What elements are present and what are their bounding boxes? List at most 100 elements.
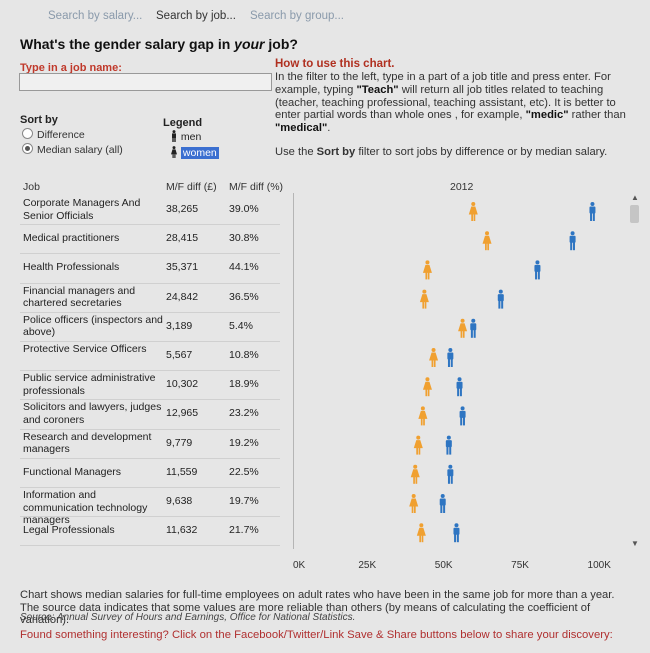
x-tick-label: 100K — [587, 560, 611, 571]
job-cell: Research and development managers — [23, 430, 152, 456]
women-marker[interactable] — [429, 348, 439, 367]
men-marker[interactable] — [589, 202, 596, 221]
men-marker[interactable] — [459, 406, 466, 426]
women-marker[interactable] — [468, 202, 478, 221]
diff-pct-cell: 10.8% — [229, 349, 259, 361]
row-divider — [20, 370, 280, 372]
row-divider — [20, 341, 280, 342]
men-marker[interactable] — [447, 464, 454, 484]
row-divider — [20, 282, 280, 284]
women-marker[interactable] — [409, 494, 419, 513]
women-marker[interactable] — [422, 377, 432, 397]
job-cell: Public service administrative profession… — [23, 372, 156, 397]
diff-gbp-cell: 5,567 — [166, 349, 193, 361]
x-tick-label: 50K — [434, 560, 453, 571]
women-marker[interactable] — [458, 318, 468, 338]
sort-option-median-salary[interactable]: Median salary (all) — [22, 143, 123, 156]
women-marker[interactable] — [419, 289, 429, 309]
job-cell: Protective Service Officers — [23, 343, 147, 355]
row-divider — [20, 516, 280, 518]
row-divider — [20, 487, 280, 488]
legend-women[interactable]: women — [170, 146, 219, 159]
men-marker[interactable] — [445, 435, 452, 455]
scroll-thumb[interactable] — [630, 205, 639, 223]
sort-by-title: Sort by — [20, 114, 58, 126]
women-marker[interactable] — [418, 406, 428, 426]
diff-gbp-cell: 12,965 — [166, 407, 199, 420]
scroll-up-icon[interactable]: ▲ — [631, 193, 639, 202]
men-marker[interactable] — [456, 377, 463, 397]
job-cell: Financial managers and chartered secreta… — [23, 284, 136, 310]
howto-p1a: In the filter to the left, type in a par… — [275, 71, 611, 96]
howto-sort-text: Use the Sort by filter to sort jobs by d… — [275, 146, 607, 158]
howto-p1g: . — [327, 122, 331, 135]
job-name-input[interactable] — [19, 73, 272, 91]
howto-p2a: Use the — [275, 146, 317, 158]
title-em: your — [234, 36, 265, 52]
women-marker[interactable] — [413, 435, 423, 455]
scrollbar[interactable]: ▲ ▼ — [628, 193, 642, 549]
share-cta: Found something interesting? Click on th… — [20, 629, 613, 641]
title-post: job? — [264, 36, 298, 52]
diff-gbp-cell: 11,559 — [166, 465, 198, 478]
row-divider — [20, 428, 280, 430]
diff-gbp-cell: 35,371 — [166, 261, 199, 274]
diff-gbp-cell: 9,638 — [166, 495, 193, 507]
radio-dot[interactable] — [22, 143, 33, 154]
legend-men-label: men — [180, 131, 202, 143]
filter-label: Type in a job name: — [20, 62, 122, 74]
radio-dot[interactable] — [22, 128, 33, 139]
diff-pct-cell: 21.7% — [229, 524, 259, 537]
row-divider — [20, 399, 280, 401]
diff-pct-cell: 23.2% — [229, 407, 259, 420]
diff-gbp-cell: 28,415 — [166, 232, 199, 245]
men-marker[interactable] — [534, 260, 541, 280]
men-marker[interactable] — [569, 231, 576, 251]
diff-gbp-cell: 3,189 — [166, 319, 193, 332]
women-marker[interactable] — [422, 260, 432, 280]
scroll-down-icon[interactable]: ▼ — [631, 539, 639, 548]
men-marker[interactable] — [497, 289, 504, 309]
row-divider — [20, 457, 280, 459]
women-marker[interactable] — [410, 464, 420, 484]
row-divider — [20, 545, 280, 547]
diff-pct-cell: 5.4% — [229, 319, 253, 332]
legend-men[interactable]: men — [170, 130, 201, 143]
title-pre: What's the gender salary gap in — [20, 36, 235, 52]
x-tick-label: 0K — [293, 560, 306, 571]
job-cell: Medical practitioners — [23, 232, 120, 245]
header-diff-pct: M/F diff (%) — [229, 181, 284, 193]
sort-option-label: Difference — [37, 129, 85, 141]
howto-text: In the filter to the left, type in a par… — [275, 71, 635, 135]
tab-search-by-job[interactable]: Search by job... — [156, 10, 236, 22]
diff-pct-cell: 22.5% — [229, 465, 259, 478]
source-note: Source: Annual Survey of Hours and Earni… — [20, 612, 356, 623]
men-marker[interactable] — [439, 494, 446, 513]
sort-option-difference[interactable]: Difference — [22, 128, 85, 141]
howto-p2b: Sort by — [316, 146, 356, 158]
women-marker[interactable] — [482, 231, 492, 251]
men-marker[interactable] — [470, 318, 477, 338]
tab-search-by-salary[interactable]: Search by salary... — [48, 10, 143, 22]
howto-p2c: filter to sort jobs by difference or by … — [355, 146, 608, 158]
diff-pct-cell: 19.2% — [229, 436, 259, 449]
men-marker[interactable] — [447, 348, 454, 367]
job-cell: Functional Managers — [23, 465, 122, 478]
header-job: Job — [23, 181, 40, 193]
tab-search-by-group[interactable]: Search by group... — [250, 10, 344, 22]
x-tick-label: 75K — [511, 560, 529, 571]
diff-pct-cell: 19.7% — [229, 495, 259, 507]
job-cell: Police officers (inspectors and above) — [23, 313, 163, 339]
howto-title: How to use this chart. — [275, 58, 395, 70]
diff-pct-cell: 30.8% — [229, 232, 259, 245]
sort-option-label: Median salary (all) — [37, 144, 123, 156]
diff-gbp-cell: 38,265 — [166, 203, 199, 215]
women-marker[interactable] — [416, 523, 426, 543]
page-title: What's the gender salary gap in your job… — [20, 36, 298, 52]
men-marker[interactable] — [453, 523, 460, 543]
man-icon — [172, 130, 176, 142]
diff-gbp-cell: 11,632 — [166, 524, 198, 537]
header-year: 2012 — [450, 181, 474, 193]
row-divider — [20, 253, 280, 255]
howto-p1c: will return all job titles related to te… — [275, 83, 616, 122]
